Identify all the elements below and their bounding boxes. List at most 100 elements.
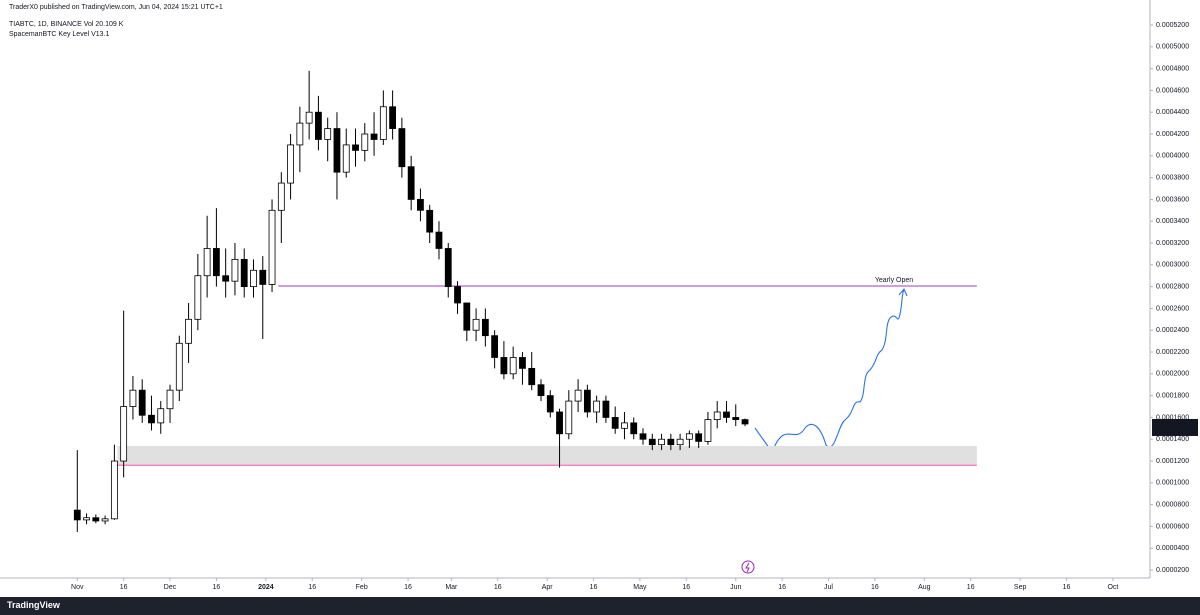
x-tick-label: 16: [778, 584, 786, 591]
x-tick-label: 16: [308, 584, 316, 591]
candle-body: [500, 357, 508, 375]
candle-body: [639, 433, 647, 440]
candle-body: [435, 231, 443, 249]
x-tick-label: 16: [967, 584, 975, 591]
y-tick-label: 0.0000400: [1156, 545, 1189, 552]
y-tick-label: 0.0000200: [1156, 567, 1189, 574]
publisher: TraderX0 published on TradingView.com, J…: [9, 4, 223, 11]
x-tick-label: 16: [120, 584, 128, 591]
footer: TradingView: [0, 597, 1200, 615]
candle-body: [333, 128, 341, 173]
candle-body: [222, 275, 230, 282]
y-tick-label: 0.0002800: [1156, 283, 1189, 290]
candle-body: [676, 438, 684, 446]
candle-body: [138, 389, 146, 416]
x-tick-label: Feb: [356, 584, 368, 591]
y-tick-label: 0.0005200: [1156, 22, 1189, 29]
candle-body: [342, 144, 350, 173]
x-tick-label: Oct: [1107, 584, 1118, 591]
y-tick-label: 0.0004800: [1156, 65, 1189, 72]
candle-body: [129, 389, 137, 407]
x-tick-label: 16: [871, 584, 879, 591]
projection-drawing: [754, 287, 908, 453]
candle-body: [185, 318, 192, 344]
candle-body: [361, 133, 369, 151]
brand[interactable]: TradingView: [7, 600, 60, 610]
candle-body: [685, 433, 693, 440]
candle-body: [240, 258, 248, 288]
candle-body: [379, 106, 387, 140]
x-tick-label: Aug: [918, 584, 931, 591]
candle-body: [101, 518, 109, 522]
candle-body: [73, 509, 81, 521]
candle-body: [268, 209, 276, 285]
candle-body: [546, 395, 554, 413]
candle-body: [704, 419, 712, 442]
candle-body: [611, 417, 619, 429]
y-tick-label: 0.0002200: [1156, 349, 1189, 356]
x-tick-label: 2024: [258, 584, 274, 591]
y-tick-label: 0.0003000: [1156, 262, 1189, 269]
x-tick-label: 16: [682, 584, 690, 591]
y-tick-label: 0.0001200: [1156, 458, 1189, 465]
last-price-box: [1152, 418, 1198, 436]
event-icon[interactable]: [741, 560, 755, 574]
candle-body: [305, 111, 313, 124]
candle-body: [398, 128, 406, 168]
candle-body: [695, 433, 703, 442]
candle-body: [417, 199, 424, 211]
candle-body: [593, 400, 601, 413]
candle-body: [212, 248, 220, 277]
y-tick-label: 0.0001000: [1156, 480, 1189, 487]
candle-body: [713, 411, 721, 421]
candle-body: [454, 286, 461, 304]
candle-body: [528, 367, 536, 386]
x-tick-label: May: [633, 584, 647, 591]
candle-body: [602, 400, 610, 418]
y-tick-label: 0.0004200: [1156, 131, 1189, 138]
y-tick-label: 0.0002000: [1156, 371, 1189, 378]
candle-body: [175, 342, 183, 391]
candle-body: [83, 517, 90, 521]
x-tick-label: 16: [590, 584, 598, 591]
x-tick-label: Mar: [445, 584, 458, 591]
x-tick-label: Dec: [164, 584, 177, 591]
candle-body: [110, 460, 118, 520]
last-price-label: 0.0001540: [1156, 421, 1189, 428]
countdown-label: 09:38:16: [1156, 429, 1183, 436]
candle-body: [519, 357, 526, 369]
symbol-info: TIABTC, 1D, BINANCE Vol 20.109 K: [9, 21, 123, 28]
candle-body: [250, 269, 257, 288]
y-tick-label: 0.0001800: [1156, 392, 1189, 399]
candle-body: [277, 182, 285, 211]
candle-body: [231, 258, 239, 282]
candle-body: [621, 422, 628, 429]
candle-body: [157, 408, 165, 424]
y-tick-label: 0.0001600: [1156, 414, 1189, 421]
x-tick-label: Sep: [1014, 584, 1027, 591]
support-zone: [117, 445, 977, 465]
y-tick-label: 0.0005000: [1156, 44, 1189, 51]
event-icon-bolt: [745, 562, 750, 573]
candle-body: [537, 384, 545, 397]
candle-body: [194, 275, 202, 320]
y-tick-label: 0.0002400: [1156, 327, 1189, 334]
candle-body: [565, 400, 573, 435]
candle-body: [463, 302, 471, 331]
x-tick-label: Jul: [824, 584, 833, 591]
x-tick-label: Nov: [71, 584, 84, 591]
indicator-name: SpacemanBTC Key Level V13.1: [9, 31, 110, 38]
candle-body: [556, 411, 563, 435]
y-tick-label: 0.0003600: [1156, 196, 1189, 203]
candle-body: [426, 209, 434, 233]
candle-body: [296, 122, 304, 146]
candle-body: [370, 133, 378, 140]
y-tick-label: 0.0001400: [1156, 436, 1189, 443]
candle-body: [287, 144, 294, 184]
y-tick-label: 0.0000600: [1156, 523, 1189, 530]
candle-body: [407, 166, 415, 200]
candle-body: [583, 389, 591, 413]
candle-body: [324, 128, 332, 140]
candle-body: [120, 406, 128, 462]
candle-body: [648, 438, 656, 446]
